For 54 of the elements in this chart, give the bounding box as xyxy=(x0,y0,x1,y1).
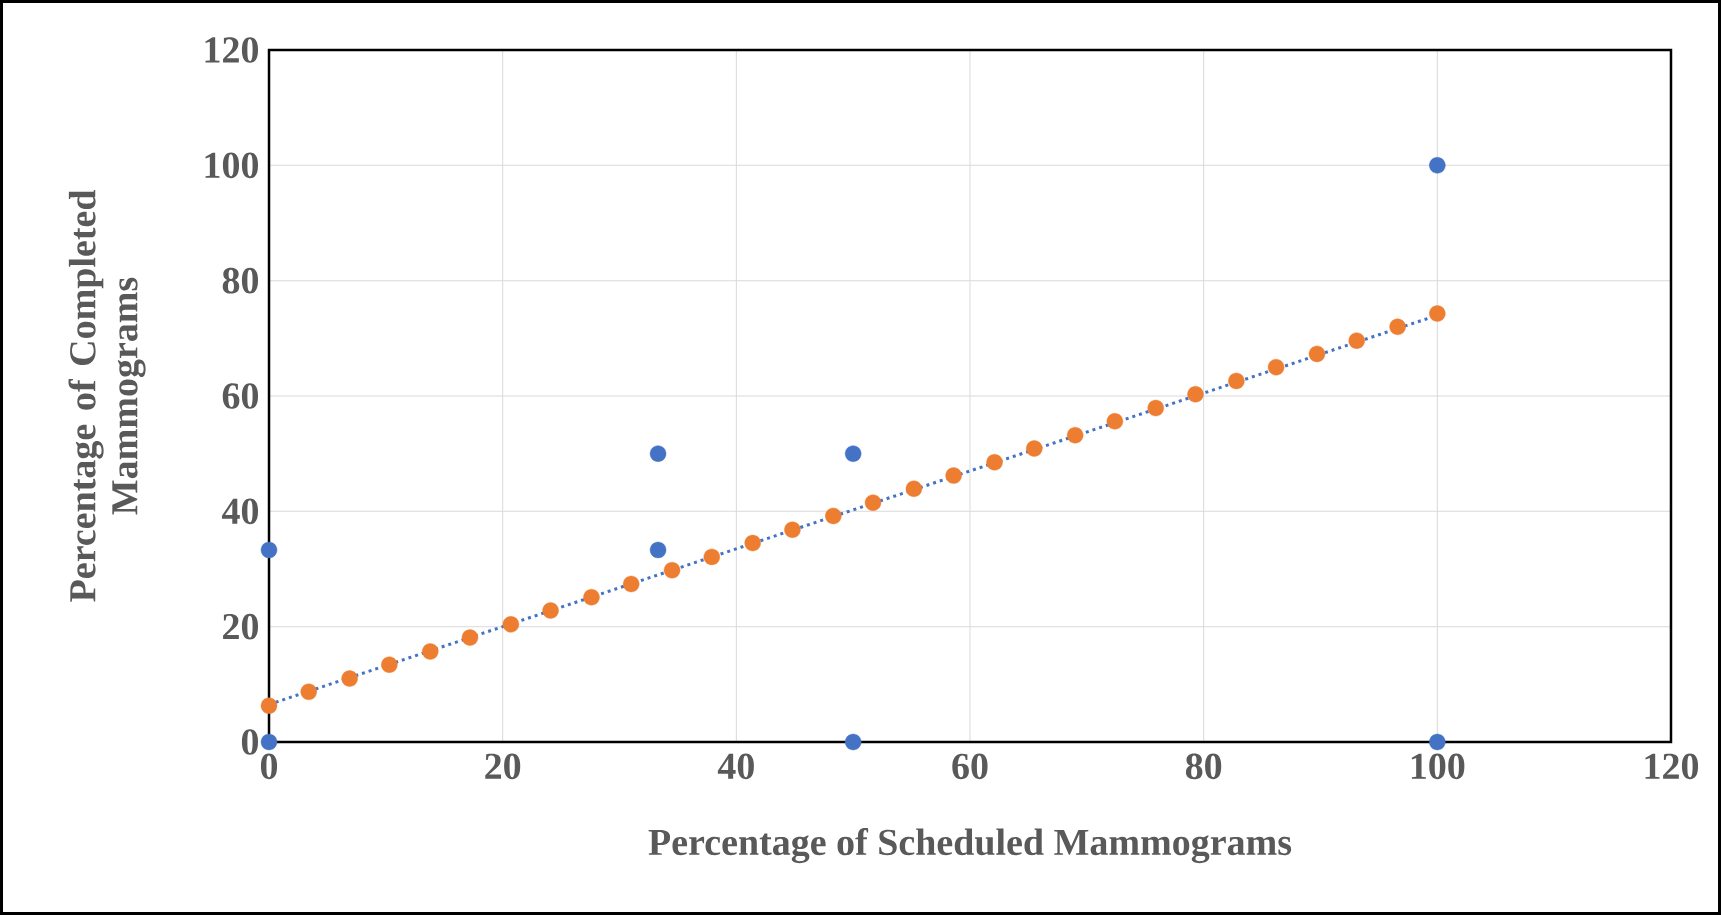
point xyxy=(1026,440,1043,457)
x-tick-label: 60 xyxy=(952,753,988,780)
point xyxy=(260,697,278,714)
point xyxy=(844,445,862,462)
x-axis-title: Percentage of Scheduled Mammograms xyxy=(648,828,1292,864)
point xyxy=(1267,358,1285,376)
point xyxy=(1429,733,1446,751)
point xyxy=(1147,399,1164,417)
y-tick-label: 0 xyxy=(241,729,259,755)
point xyxy=(422,643,439,660)
point xyxy=(622,575,640,593)
point xyxy=(986,454,1003,471)
point xyxy=(260,541,278,559)
y-tick-label: 40 xyxy=(221,498,259,525)
point xyxy=(844,733,862,751)
x-tick-label: 100 xyxy=(1411,753,1465,780)
point xyxy=(1308,345,1326,363)
point xyxy=(649,445,667,462)
x-tick-label: 0 xyxy=(260,753,278,780)
point xyxy=(703,548,720,566)
point xyxy=(1389,318,1406,335)
point xyxy=(381,656,398,673)
point xyxy=(300,683,317,701)
point xyxy=(583,589,600,606)
point xyxy=(744,534,761,552)
y-tick-label: 20 xyxy=(223,613,259,640)
x-tick-label: 40 xyxy=(717,753,754,780)
point xyxy=(864,494,882,511)
x-tick-label: 80 xyxy=(1185,753,1222,780)
y-tick-label: 80 xyxy=(222,267,259,294)
point xyxy=(1228,372,1245,390)
point xyxy=(1429,305,1446,322)
point xyxy=(1429,157,1446,174)
point xyxy=(784,521,801,538)
point xyxy=(825,507,842,525)
point xyxy=(1187,386,1204,403)
point xyxy=(542,602,559,619)
x-tick-label: 20 xyxy=(485,753,521,780)
y-tick-label: 60 xyxy=(222,383,259,409)
point xyxy=(945,467,962,484)
y-tick-label: 120 xyxy=(205,37,259,63)
point xyxy=(905,480,923,498)
point xyxy=(1066,427,1084,444)
point xyxy=(663,561,681,579)
x-tick-label: 120 xyxy=(1645,753,1699,780)
point xyxy=(341,670,358,687)
point xyxy=(649,541,667,559)
point xyxy=(260,733,278,751)
point xyxy=(1106,413,1124,430)
y-tick-label: 100 xyxy=(205,152,259,179)
point xyxy=(461,629,479,646)
y-axis-title: Percentage of Completed Mammograms xyxy=(68,189,146,602)
point xyxy=(502,616,520,633)
point xyxy=(1348,332,1365,349)
